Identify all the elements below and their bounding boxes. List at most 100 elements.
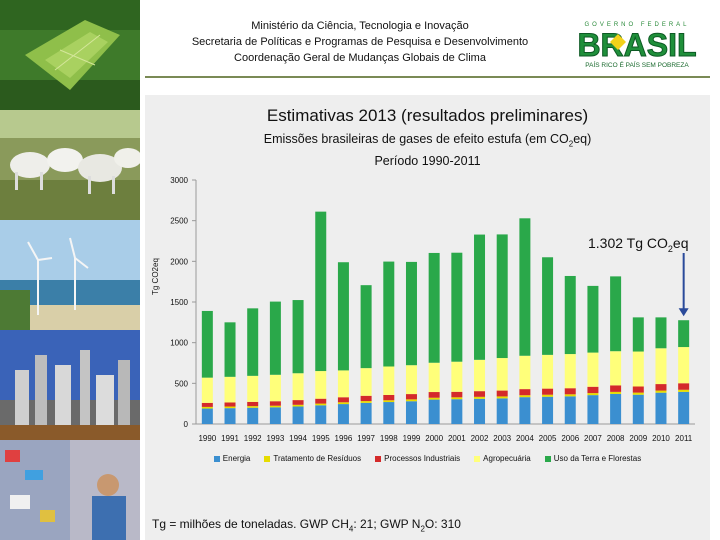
x-tick-label: 2002 (471, 434, 489, 443)
bar-segment (224, 406, 236, 409)
bar-segment (610, 351, 622, 386)
chart-title: Estimativas 2013 (resultados preliminare… (266, 106, 589, 125)
forest-photo (0, 0, 140, 110)
header-line-3: Coordenação Geral de Mudanças Globais de… (234, 52, 486, 64)
chart-period: Período 1990-2011 (374, 153, 481, 168)
bar-segment (269, 401, 281, 406)
bar-segment (451, 361, 463, 392)
bar-segment (519, 397, 531, 424)
bar-segment (678, 389, 690, 392)
x-tick-label: 1998 (380, 434, 398, 443)
header-divider (145, 76, 710, 78)
bar-segment (519, 389, 531, 396)
bar-segment (337, 370, 349, 398)
y-tick-label: 1000 (170, 339, 188, 348)
bar-segment (564, 394, 576, 397)
bar-segment (201, 377, 213, 403)
bar-segment (247, 375, 259, 402)
bar-segment (247, 308, 259, 376)
bar-segment (655, 384, 667, 391)
chart-subtitle-sub: 2 (568, 139, 574, 149)
x-tick-label: 2007 (584, 434, 602, 443)
bar-segment (519, 395, 531, 398)
bar-segment (655, 348, 667, 385)
legend-swatch (375, 455, 382, 462)
bar-segment (655, 392, 667, 424)
x-tick-label: 1996 (335, 434, 353, 443)
logo-diamond-icon (610, 34, 626, 50)
bar-segment (405, 394, 417, 400)
bar-segment (428, 397, 440, 400)
legend-swatch (264, 455, 271, 462)
header-line-1: Ministério da Ciência, Tecnologia e Inov… (251, 20, 469, 32)
bar-segment (292, 300, 304, 374)
bar-segment (201, 310, 213, 378)
legend-item: Agropecuária (474, 454, 531, 463)
bar-segment (451, 399, 463, 424)
bar-segment (224, 408, 236, 424)
footnote-sub-2: 2 (420, 524, 425, 534)
bar-segment (587, 285, 599, 353)
bar-segment (678, 383, 690, 390)
bar-segment (519, 218, 531, 356)
bar-segment (587, 393, 599, 396)
bar-segment (678, 347, 690, 384)
bar-segment (405, 365, 417, 395)
bar-segment (315, 371, 327, 399)
total-2011-annotation: 1.302 Tg CO2eq (588, 235, 689, 254)
brasil-government-logo: GOVERNO FEDERAL BRASIL PAÍS RICO É PAÍS … (570, 18, 705, 70)
bar-segment (337, 402, 349, 405)
x-tick-label: 1994 (289, 434, 307, 443)
x-tick-label: 2011 (675, 434, 693, 443)
bar-segment (405, 399, 417, 402)
bar-segment (587, 352, 599, 387)
footnote-part-2: : 21; GWP N (353, 517, 421, 531)
bar-segment (451, 391, 463, 398)
x-tick-label: 2009 (629, 434, 647, 443)
legend-item: Energia (213, 454, 250, 463)
bar-segment (201, 408, 213, 424)
bar-segment (360, 368, 372, 396)
bar-segment (428, 392, 440, 398)
footnote-sub-1: 4 (348, 524, 354, 534)
bar-segment (383, 261, 395, 367)
bar-segment (655, 317, 667, 349)
bar-segment (224, 402, 236, 407)
bar-segment (337, 262, 349, 371)
bar-segment (247, 407, 259, 424)
legend-swatch (213, 455, 220, 462)
bar-segment (315, 403, 327, 406)
bar-segment (360, 285, 372, 369)
bar-segment (269, 301, 281, 375)
bar-segment (247, 401, 259, 407)
bar-segment (292, 406, 304, 424)
legend-label: Agropecuária (483, 454, 531, 463)
legend-label: Processos Industriais (384, 454, 461, 463)
legend-label: Tratamento de Resíduos (273, 454, 362, 463)
bar-segment (496, 234, 508, 359)
bar-segment (542, 394, 554, 397)
bar-segment (337, 404, 349, 424)
bar-segment (224, 376, 236, 403)
bar-segment (451, 252, 463, 362)
bar-segment (315, 398, 327, 404)
bar-segment (428, 362, 440, 393)
legend-swatch (474, 455, 481, 462)
bar-segment (428, 252, 440, 363)
x-tick-label: 2006 (561, 434, 579, 443)
bar-segment (360, 402, 372, 424)
x-tick-label: 2010 (652, 434, 670, 443)
bar-segment (292, 373, 304, 401)
bar-segment (632, 394, 644, 424)
bar-segment (564, 396, 576, 424)
bar-segment (678, 391, 690, 424)
bar-segment (383, 402, 395, 424)
annotation-sub: 2 (667, 243, 673, 254)
bar-segment (542, 354, 554, 389)
legend-item: Tratamento de Resíduos (264, 454, 361, 463)
y-tick-label: 3000 (170, 176, 188, 185)
bar-segment (632, 386, 644, 393)
y-tick-label: 500 (175, 379, 189, 388)
bar-segment (451, 397, 463, 400)
footnote-part-1: Tg = milhões de toneladas. GWP CH (152, 517, 349, 531)
